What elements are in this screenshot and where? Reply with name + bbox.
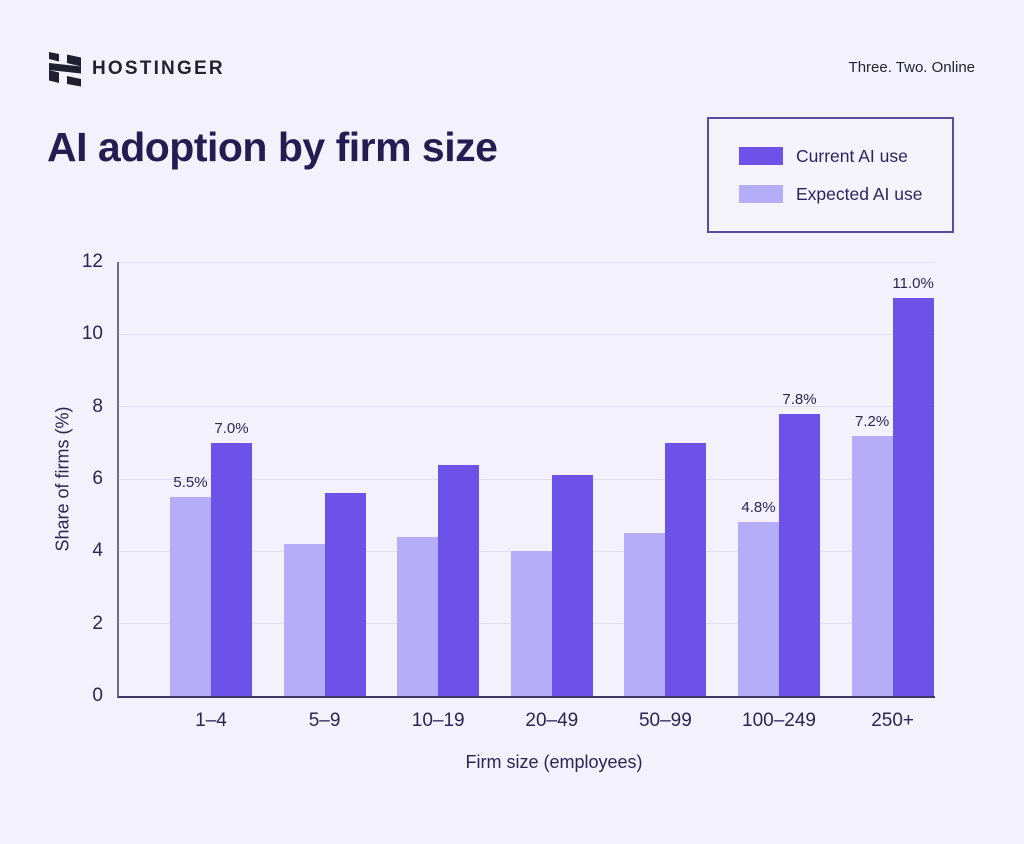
bar-value-label: 7.8%	[782, 390, 817, 408]
bar-current	[438, 464, 480, 696]
y-axis-label: Share of firms (%)	[52, 406, 73, 552]
legend-label-expected: Expected AI use	[796, 183, 923, 204]
bar-expected	[510, 551, 552, 696]
legend-swatch-expected-icon	[739, 185, 783, 203]
bar-value-label: 4.8%	[741, 499, 776, 517]
y-tick-label: 6	[92, 468, 103, 489]
bar-value-label: 7.2%	[854, 412, 890, 430]
x-category-label: 250+	[871, 710, 914, 731]
bar-expected	[170, 497, 211, 696]
hostinger-logo-icon	[49, 52, 81, 87]
legend: Current AI use Expected AI use	[707, 117, 954, 233]
bar-current	[665, 442, 707, 696]
bar-value-label: 5.5%	[173, 474, 208, 492]
gridline	[119, 478, 935, 480]
gridline	[119, 261, 935, 263]
bar-value-label: 7.0%	[214, 419, 249, 437]
y-tick-label: 8	[92, 395, 103, 417]
bar-expected	[397, 536, 439, 696]
bar-value-label: 11.0%	[892, 275, 934, 293]
y-tick-label: 12	[81, 251, 103, 272]
y-tick-label: 10	[81, 323, 103, 345]
x-category-label: 1–4	[195, 710, 227, 731]
gridline	[119, 333, 935, 335]
bar-current	[551, 475, 593, 696]
bar-expected	[624, 533, 666, 696]
x-category-label: 10–19	[411, 710, 465, 731]
legend-label-current: Current AI use	[796, 145, 908, 166]
x-category-label: 20–49	[525, 710, 579, 731]
y-tick-label: 2	[92, 612, 103, 634]
chart-title: AI adoption by firm size	[47, 124, 498, 170]
plot-area: 0 2 4 6 8 10 12 5.5% 7.0% 1–4 5–9 10–19 20–49 50–99 4.…	[82, 251, 935, 731]
x-category-label: 5–9	[308, 710, 341, 731]
bar-expected	[851, 435, 893, 696]
gridline	[119, 550, 935, 552]
x-category-label: 50–99	[638, 710, 692, 731]
gridline	[119, 406, 935, 408]
bar-current	[779, 413, 820, 696]
bar-current	[324, 493, 366, 696]
bar-current	[211, 442, 252, 696]
y-tick-label: 0	[92, 685, 103, 706]
legend-item-current: Current AI use	[739, 146, 952, 167]
legend-item-expected: Expected AI use	[739, 184, 952, 205]
legend-swatch-current-icon	[739, 147, 783, 165]
bar-expected	[738, 522, 779, 696]
x-category-label: 100–249	[742, 710, 816, 731]
y-tick-label: 4	[92, 540, 103, 562]
bar-current	[892, 298, 934, 696]
brand-tagline: Three. Two. Online	[848, 59, 975, 76]
brand-name: HOSTINGER	[92, 58, 225, 79]
bar-expected	[283, 544, 325, 696]
x-axis-label: Firm size (employees)	[465, 752, 643, 772]
